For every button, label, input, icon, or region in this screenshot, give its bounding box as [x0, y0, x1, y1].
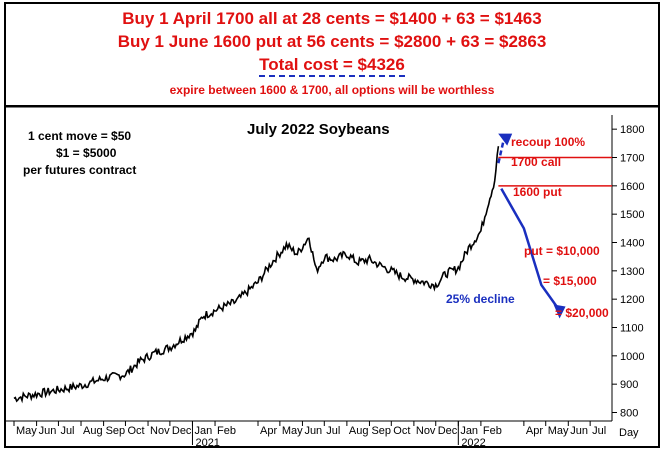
header-panel: Buy 1 April 1700 all at 28 cents = $1400… — [6, 4, 658, 107]
x-tick-label: Apr — [526, 425, 543, 437]
x-tick-label: Nov — [150, 425, 170, 437]
x-tick-label: Oct — [127, 425, 144, 437]
year-label-2021: 2021 — [195, 437, 219, 448]
x-axis-unit-label: Day — [619, 427, 639, 439]
total-cost-text: Total cost = $4326 — [259, 55, 405, 77]
put-trade-line: Buy 1 June 1600 put at 56 cents = $2800 … — [117, 32, 547, 51]
x-tick-label: Jun — [570, 425, 588, 437]
x-tick-label: Sep — [106, 425, 126, 437]
x-tick-label: Jul — [60, 425, 74, 437]
x-tick-label: May — [548, 425, 569, 437]
annotation-put-20000: = $20,000 — [555, 306, 609, 320]
x-tick-label: Feb — [217, 425, 236, 437]
y-ticks: 800 900 1000 1100 1200 1300 1400 1500 1600 1700 18… — [612, 124, 644, 420]
y-tick-label: 1600 — [620, 181, 644, 193]
annotation-put-10000: put = $10,000 — [524, 244, 600, 258]
x-tick-label: Apr — [260, 425, 277, 437]
y-tick-label: 800 — [620, 408, 638, 420]
x-tick-label: Aug — [349, 425, 369, 437]
projection-up-line — [497, 137, 506, 164]
annotation-cent-move: 1 cent move = $50 — [28, 129, 131, 143]
annotation-decline: 25% decline — [446, 292, 515, 306]
y-tick-label: 1700 — [620, 153, 644, 165]
x-tick-label: Jun — [39, 425, 57, 437]
x-tick-label: Sep — [371, 425, 391, 437]
x-tick-label: May — [16, 425, 37, 437]
x-tick-label: Dec — [438, 425, 458, 437]
x-tick-label: Feb — [483, 425, 502, 437]
projection-down-line — [500, 188, 561, 312]
price-chart: 800 900 1000 1100 1200 1300 1400 1500 1600 1700 18… — [6, 107, 658, 448]
chart-title: July 2022 Soybeans — [247, 121, 390, 138]
x-tick-label: Dec — [172, 425, 192, 437]
x-tick-label: Jan — [460, 425, 478, 437]
expiry-note: expire between 1600 & 1700, all options … — [169, 83, 495, 97]
annotation-dollar-move: $1 = $5000 — [56, 146, 117, 160]
y-tick-label: 1500 — [620, 209, 644, 221]
y-tick-label: 1100 — [620, 323, 644, 335]
projection-up-arrowhead — [498, 133, 513, 146]
strike-lines — [498, 156, 612, 187]
chart-frame: Buy 1 April 1700 all at 28 cents = $1400… — [4, 2, 660, 448]
x-tick-label: Oct — [393, 425, 410, 437]
y-tick-label: 1000 — [620, 351, 644, 363]
x-tick-label: Jul — [592, 425, 606, 437]
y-tick-label: 1400 — [620, 238, 644, 250]
annotation-put-15000: = $15,000 — [543, 274, 597, 288]
total-cost-line: Total cost = $4326 — [6, 55, 658, 77]
annotation-futures-contract: per futures contract — [23, 163, 136, 177]
annotation-recoup: recoup 100% — [511, 135, 585, 149]
price-series-line — [13, 146, 500, 404]
x-tick-label: Jun — [304, 425, 322, 437]
annotation-put-strike: 1600 put — [513, 185, 562, 199]
y-tick-label: 1300 — [620, 266, 644, 278]
x-ticks: May Jun Jul Aug Sep Oct Nov Dec Jan Feb Apr May Jun J… — [13, 421, 606, 448]
x-tick-label: May — [282, 425, 303, 437]
x-tick-label: Jul — [326, 425, 340, 437]
projection-down-arrowhead — [553, 304, 566, 319]
projection-arrows — [497, 133, 566, 319]
y-tick-label: 1200 — [620, 294, 644, 306]
y-tick-label: 1800 — [620, 124, 644, 136]
x-tick-label: Nov — [416, 425, 436, 437]
x-tick-label: Aug — [83, 425, 103, 437]
year-label-2022: 2022 — [461, 437, 485, 448]
x-tick-label: Jan — [194, 425, 212, 437]
call-trade-line: Buy 1 April 1700 all at 28 cents = $1400… — [122, 9, 542, 28]
y-tick-label: 900 — [620, 379, 638, 391]
annotation-call-strike: 1700 call — [511, 155, 561, 169]
